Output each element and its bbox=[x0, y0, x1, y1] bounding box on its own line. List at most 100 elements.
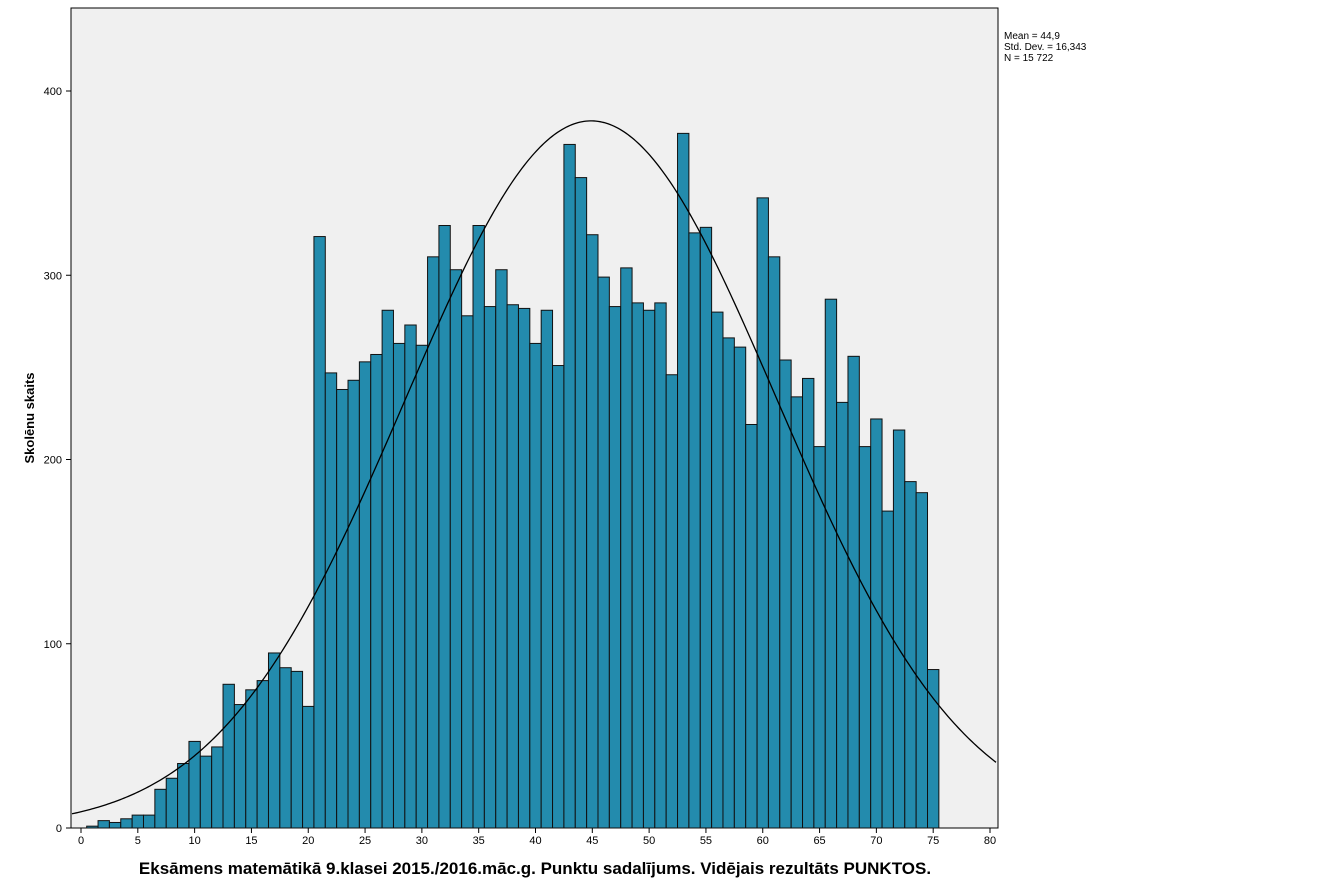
histogram-bar-63 bbox=[790, 396, 804, 829]
histogram-bar-30 bbox=[415, 344, 429, 829]
histogram-bar-61 bbox=[767, 256, 781, 829]
x-tick-label: 25 bbox=[359, 835, 371, 847]
histogram-bar-49 bbox=[631, 302, 644, 829]
histogram-bar-11 bbox=[199, 755, 213, 829]
y-tick-label: 100 bbox=[44, 639, 62, 651]
y-tick-label: 400 bbox=[44, 86, 62, 98]
histogram-bar-2 bbox=[97, 820, 110, 829]
histogram-bar-56 bbox=[711, 311, 724, 829]
histogram-bar-34 bbox=[461, 315, 474, 829]
x-tick-label: 20 bbox=[302, 835, 314, 847]
histogram-bar-4 bbox=[120, 818, 133, 829]
histogram-bar-64 bbox=[802, 377, 815, 829]
histogram-bar-3 bbox=[108, 821, 122, 829]
x-tick-label: 30 bbox=[416, 835, 428, 847]
histogram-bar-70 bbox=[870, 418, 883, 829]
histogram-bar-12 bbox=[211, 746, 224, 829]
x-tick-label: 65 bbox=[813, 835, 825, 847]
histogram-bar-18 bbox=[279, 667, 292, 829]
histogram-bar-55 bbox=[699, 226, 713, 829]
histogram-bar-17 bbox=[267, 652, 281, 829]
histogram-bar-60 bbox=[756, 197, 769, 829]
stat-mean: Mean = 44,9 bbox=[1004, 31, 1060, 42]
histogram-bar-48 bbox=[620, 267, 633, 829]
histogram-bar-19 bbox=[290, 670, 304, 829]
x-tick-label: 80 bbox=[984, 835, 996, 847]
x-tick-label: 0 bbox=[78, 835, 84, 847]
histogram-bar-71 bbox=[881, 510, 894, 829]
histogram-bar-1 bbox=[86, 825, 99, 829]
histogram-bar-68 bbox=[847, 355, 860, 829]
histogram-bar-37 bbox=[495, 269, 508, 829]
histogram-bar-7 bbox=[154, 788, 167, 829]
y-axis: 0 100 200 300 400 bbox=[44, 86, 71, 835]
histogram-bar-35 bbox=[472, 225, 485, 829]
x-tick-label: 35 bbox=[473, 835, 485, 847]
histogram-bar-45 bbox=[586, 234, 599, 829]
histogram-bar-14 bbox=[233, 704, 247, 829]
histogram-bar-66 bbox=[824, 298, 838, 829]
histogram-bar-38 bbox=[506, 304, 519, 829]
histogram-bar-69 bbox=[858, 446, 872, 829]
x-axis: 0 5 10 15 20 25 30 35 40 45 50 55 60 65 70 75 80 bbox=[78, 828, 996, 847]
histogram-bar-42 bbox=[552, 365, 565, 829]
histogram-bar-54 bbox=[688, 232, 701, 829]
histogram-bar-25 bbox=[358, 361, 372, 829]
x-tick-label: 10 bbox=[189, 835, 201, 847]
histogram-bar-51 bbox=[654, 302, 667, 829]
x-tick-label: 60 bbox=[757, 835, 769, 847]
histogram-bar-72 bbox=[892, 429, 906, 829]
histogram-bar-36 bbox=[483, 306, 497, 829]
histogram-bar-23 bbox=[336, 388, 349, 829]
histogram-bar-10 bbox=[188, 740, 201, 829]
x-tick-label: 75 bbox=[927, 835, 939, 847]
x-tick-label: 5 bbox=[135, 835, 141, 847]
histogram-bar-8 bbox=[165, 777, 179, 829]
x-tick-label: 55 bbox=[700, 835, 712, 847]
histogram-bar-27 bbox=[381, 309, 394, 829]
x-tick-label: 40 bbox=[529, 835, 541, 847]
histogram-bar-15 bbox=[245, 689, 258, 829]
histogram-bar-62 bbox=[779, 359, 792, 829]
histogram-bar-40 bbox=[529, 342, 542, 829]
histogram-bar-74 bbox=[915, 492, 929, 829]
histogram-bar-67 bbox=[836, 401, 849, 829]
histogram-bar-59 bbox=[745, 423, 758, 829]
histogram-bar-47 bbox=[608, 306, 622, 829]
histogram-bar-9 bbox=[177, 763, 190, 829]
histogram-bar-21 bbox=[313, 236, 326, 829]
histogram-bar-43 bbox=[563, 143, 576, 829]
histogram-bar-22 bbox=[324, 372, 338, 829]
histogram-bar-39 bbox=[517, 307, 531, 829]
histogram-bar-73 bbox=[904, 481, 917, 829]
y-axis-label: Skolēnu skaits bbox=[22, 372, 37, 463]
histogram-bar-53 bbox=[677, 132, 690, 829]
histogram-bar-20 bbox=[302, 705, 315, 829]
x-axis-title: Eksāmens matemātikā 9.klasei 2015./2016.… bbox=[139, 859, 931, 878]
histogram-bar-46 bbox=[597, 276, 610, 829]
histogram-bar-44 bbox=[574, 177, 588, 829]
x-tick-label: 50 bbox=[643, 835, 655, 847]
stat-n: N = 15 722 bbox=[1004, 53, 1054, 64]
histogram-bar-16 bbox=[256, 680, 269, 829]
y-tick-label: 300 bbox=[44, 270, 62, 282]
histogram-bar-6 bbox=[142, 814, 156, 829]
stat-std-dev: Std. Dev. = 16,343 bbox=[1004, 42, 1087, 53]
y-tick-label: 0 bbox=[56, 823, 62, 835]
y-tick-label: 200 bbox=[44, 455, 62, 467]
histogram-bar-33 bbox=[449, 269, 463, 829]
histogram-bar-13 bbox=[222, 683, 235, 829]
bars-group bbox=[86, 132, 940, 829]
x-tick-label: 45 bbox=[586, 835, 598, 847]
histogram-bar-26 bbox=[370, 353, 383, 829]
histogram-bar-24 bbox=[347, 379, 360, 829]
histogram-bar-58 bbox=[733, 346, 747, 829]
histogram-bar-31 bbox=[427, 256, 440, 829]
histogram-bar-5 bbox=[131, 814, 144, 829]
histogram-bar-32 bbox=[438, 225, 451, 829]
histogram-bar-52 bbox=[665, 374, 679, 829]
histogram-bar-50 bbox=[642, 309, 656, 829]
x-tick-label: 15 bbox=[245, 835, 257, 847]
histogram-bar-57 bbox=[722, 337, 735, 829]
